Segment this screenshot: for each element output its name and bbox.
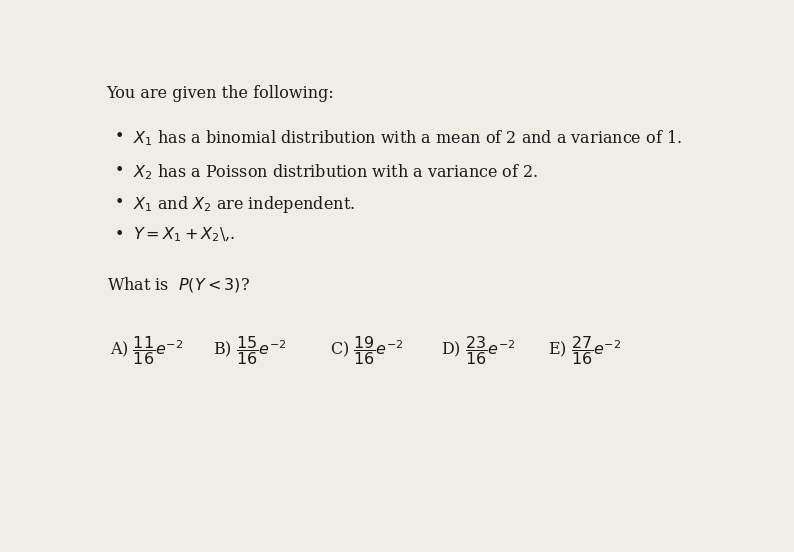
Text: C) $\dfrac{19}{16}e^{-2}$: C) $\dfrac{19}{16}e^{-2}$ (330, 334, 404, 367)
Text: $X_2$ has a Poisson distribution with a variance of 2.: $X_2$ has a Poisson distribution with a … (133, 162, 538, 182)
Text: B) $\dfrac{15}{16}e^{-2}$: B) $\dfrac{15}{16}e^{-2}$ (213, 334, 287, 367)
Text: •: • (114, 128, 124, 145)
Text: E) $\dfrac{27}{16}e^{-2}$: E) $\dfrac{27}{16}e^{-2}$ (549, 334, 622, 367)
Text: What is  $P(Y < 3)$?: What is $P(Y < 3)$? (106, 274, 249, 294)
Text: •: • (114, 226, 124, 243)
Text: $X_1$ and $X_2$ are independent.: $X_1$ and $X_2$ are independent. (133, 194, 355, 215)
Text: •: • (114, 162, 124, 179)
Text: You are given the following:: You are given the following: (106, 86, 334, 102)
Text: •: • (114, 194, 124, 211)
Text: D) $\dfrac{23}{16}e^{-2}$: D) $\dfrac{23}{16}e^{-2}$ (441, 334, 515, 367)
Text: A) $\dfrac{11}{16}e^{-2}$: A) $\dfrac{11}{16}e^{-2}$ (110, 334, 183, 367)
Text: $Y = X_1 + X_2$\,.: $Y = X_1 + X_2$\,. (133, 226, 235, 244)
Text: $X_1$ has a binomial distribution with a mean of 2 and a variance of 1.: $X_1$ has a binomial distribution with a… (133, 128, 682, 147)
